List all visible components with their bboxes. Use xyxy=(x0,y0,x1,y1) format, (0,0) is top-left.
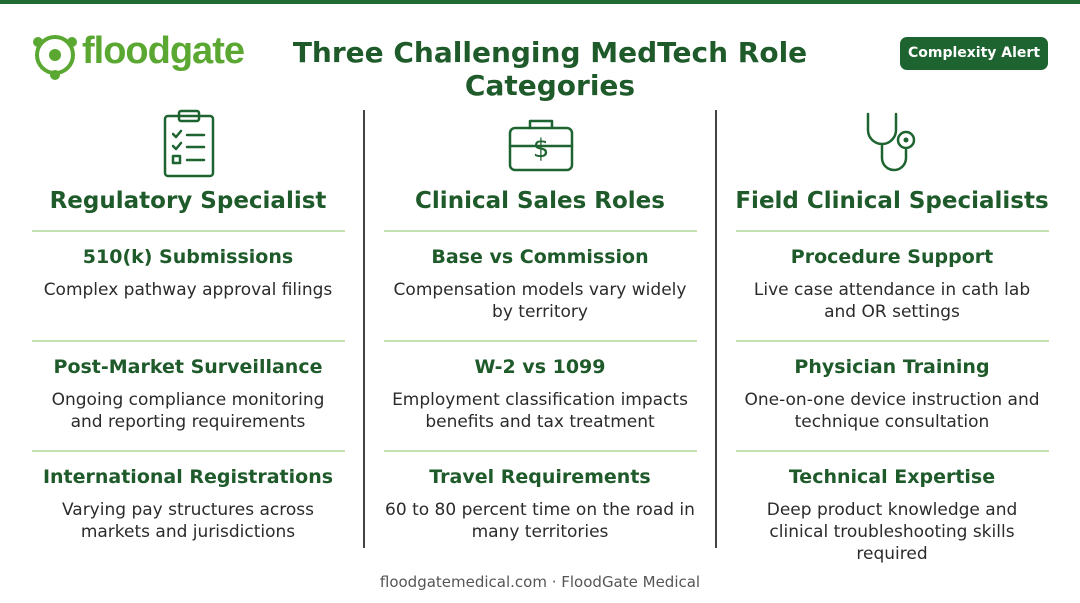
clipboard-icon xyxy=(163,109,215,178)
item-heading: W-2 vs 1099 xyxy=(474,356,606,378)
item-heading: Post-Market Surveillance xyxy=(53,356,323,378)
item-text: 60 to 80 percent time on the road in man… xyxy=(385,500,695,542)
item-text: Live case attendance in cath lab and OR … xyxy=(753,280,1031,322)
badge: Complexity Alert xyxy=(900,37,1048,70)
item-text: Ongoing compliance monitoring and report… xyxy=(51,390,325,432)
separator xyxy=(736,450,1049,452)
item-text: Compensation models vary widely by terri… xyxy=(393,280,687,322)
item-heading: International Registrations xyxy=(42,466,334,488)
separator xyxy=(32,340,345,342)
item-heading: Travel Requirements xyxy=(429,466,651,488)
item-text: One-on-one device instruction and techni… xyxy=(744,390,1040,432)
column-divider xyxy=(715,110,717,548)
footer: floodgatemedical.com · FloodGate Medical xyxy=(379,573,701,591)
item-text: Employment classification impacts benefi… xyxy=(392,390,688,432)
top-bar xyxy=(0,0,1080,4)
column-title: Field Clinical Specialists xyxy=(735,188,1049,214)
item-text: Complex pathway approval filings xyxy=(43,280,333,300)
separator xyxy=(384,450,697,452)
item-heading: Technical Expertise xyxy=(788,466,996,488)
page-title: Three Challenging MedTech Role Categorie… xyxy=(292,36,808,102)
item-text: Deep product knowledge and clinical trou… xyxy=(766,500,1018,564)
separator xyxy=(736,340,1049,342)
column-title: Clinical Sales Roles xyxy=(415,188,665,214)
column-divider xyxy=(363,110,365,548)
separator xyxy=(736,230,1049,232)
separator xyxy=(384,340,697,342)
stethoscope-icon xyxy=(866,112,916,172)
item-heading: Procedure Support xyxy=(790,246,994,268)
item-heading: 510(k) Submissions xyxy=(82,246,294,268)
item-heading: Physician Training xyxy=(794,356,990,378)
separator xyxy=(32,230,345,232)
item-text: Varying pay structures across markets an… xyxy=(61,500,315,542)
separator xyxy=(32,450,345,452)
separator xyxy=(384,230,697,232)
logo-text: floodgate xyxy=(82,30,245,72)
item-heading: Base vs Commission xyxy=(431,246,649,268)
logo-icon xyxy=(33,35,77,80)
column-title: Regulatory Specialist xyxy=(49,188,327,214)
briefcase-icon: $ xyxy=(508,119,574,172)
svg-text:$: $ xyxy=(533,134,550,164)
